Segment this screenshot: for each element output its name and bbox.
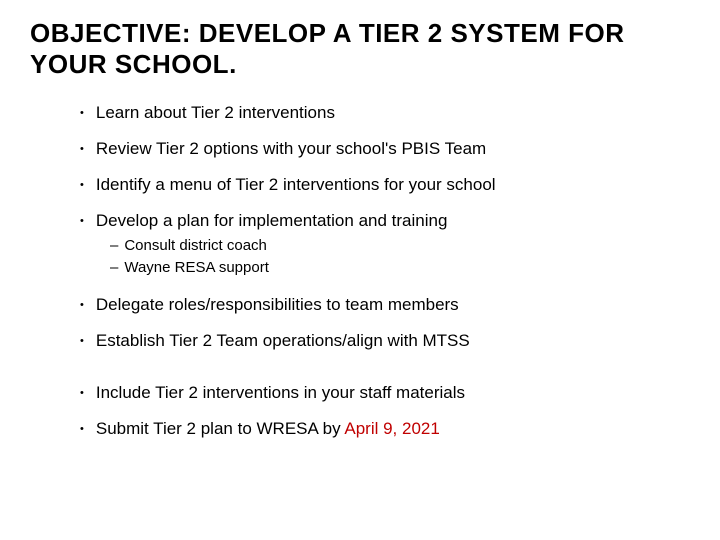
bullet-text-prefix: Submit Tier 2 plan to WRESA by [96,419,345,438]
dash-icon: – [110,258,118,278]
bullet-icon: • [80,330,84,352]
bullet-icon: • [80,138,84,160]
bullet-icon: • [80,174,84,196]
bullet-icon: • [80,102,84,124]
sub-list-item: – Consult district coach [110,236,690,256]
bullet-icon: • [80,210,84,232]
bullet-list: • Learn about Tier 2 interventions • Rev… [30,102,690,440]
sub-list: – Consult district coach – Wayne RESA su… [80,236,690,278]
bullet-icon: • [80,294,84,316]
bullet-text: Develop a plan for implementation and tr… [96,210,448,232]
list-item: • Submit Tier 2 plan to WRESA by April 9… [80,418,690,440]
bullet-text: Learn about Tier 2 interventions [96,102,335,124]
bullet-text: Establish Tier 2 Team operations/align w… [96,330,470,352]
list-item: • Identify a menu of Tier 2 intervention… [80,174,690,196]
list-item: • Review Tier 2 options with your school… [80,138,690,160]
bullet-text: Submit Tier 2 plan to WRESA by April 9, … [96,418,440,440]
list-item: • Delegate roles/responsibilities to tea… [80,294,690,316]
bullet-text: Delegate roles/responsibilities to team … [96,294,459,316]
highlight-date: April 9, 2021 [344,419,439,438]
list-item: • Develop a plan for implementation and … [80,210,690,232]
dash-icon: – [110,236,118,256]
bullet-icon: • [80,382,84,404]
list-item: • Include Tier 2 interventions in your s… [80,382,690,404]
sub-list-item: – Wayne RESA support [110,258,690,278]
sub-text: Consult district coach [124,236,267,256]
bullet-text: Identify a menu of Tier 2 interventions … [96,174,496,196]
list-item: • Establish Tier 2 Team operations/align… [80,330,690,352]
list-item: • Learn about Tier 2 interventions [80,102,690,124]
bullet-text: Review Tier 2 options with your school's… [96,138,486,160]
sub-text: Wayne RESA support [124,258,269,278]
bullet-icon: • [80,418,84,440]
bullet-text: Include Tier 2 interventions in your sta… [96,382,465,404]
slide-title: OBJECTIVE: DEVELOP A TIER 2 SYSTEM FOR Y… [30,18,690,80]
slide-container: OBJECTIVE: DEVELOP A TIER 2 SYSTEM FOR Y… [0,0,720,540]
